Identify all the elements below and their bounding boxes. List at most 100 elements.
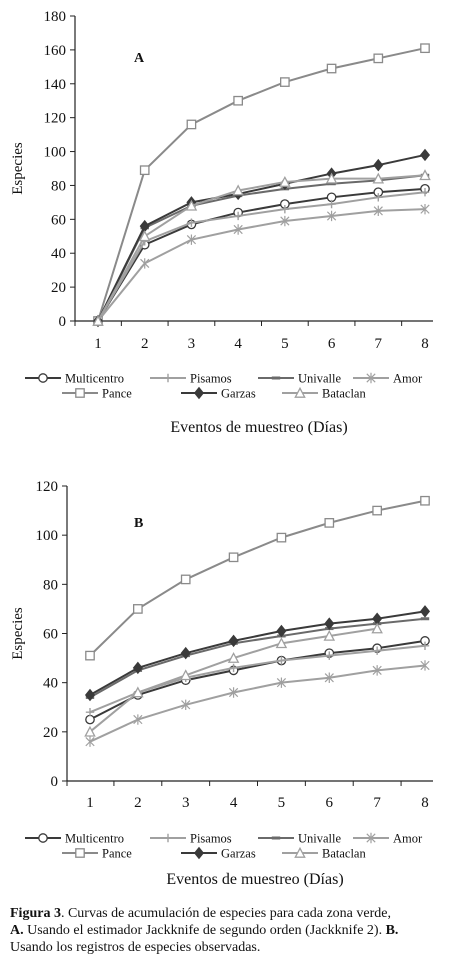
y-tick-label: 100 xyxy=(44,145,67,161)
series-multicentro xyxy=(93,183,430,326)
data-point xyxy=(85,736,95,747)
data-point xyxy=(420,660,430,671)
chart-panel-a: 0 20 40 60 80 100 120 140 160 180 1 2 3 4 5 6 7 8 Especies… xyxy=(10,9,433,436)
y-tick-label: 160 xyxy=(44,43,67,59)
series-pance xyxy=(93,43,430,326)
data-point xyxy=(373,53,384,64)
legend-label: Amor xyxy=(393,832,423,846)
legend-entry-univalle: Univalle xyxy=(258,372,341,386)
data-point xyxy=(419,148,431,162)
x-tick-label: 5 xyxy=(281,336,289,352)
legend-entry-garzas: Garzas xyxy=(181,847,256,861)
data-point xyxy=(372,172,385,184)
data-point xyxy=(280,77,290,87)
series-pisamos xyxy=(85,641,430,717)
caption-figure-label: Figura 3 xyxy=(10,906,61,921)
series-line xyxy=(89,664,426,743)
legend-entry-pisamos: Pisamos xyxy=(150,832,232,846)
series-line xyxy=(89,617,426,699)
data-point xyxy=(420,203,430,215)
caption-text-3: Usando los registros de especies observa… xyxy=(10,940,261,955)
x-tick-label: 3 xyxy=(188,336,196,352)
data-point xyxy=(420,495,430,506)
caption-b-label: B. xyxy=(385,923,399,938)
legend-marker xyxy=(163,833,173,843)
x-tick-label: 3 xyxy=(182,795,190,811)
x-tick-label: 8 xyxy=(421,795,429,811)
y-axis-title: Especies xyxy=(10,607,26,660)
data-point xyxy=(419,605,431,618)
legend-label: Pance xyxy=(102,847,132,861)
x-tick-label: 2 xyxy=(141,336,149,352)
y-tick-label: 40 xyxy=(51,246,66,262)
data-point xyxy=(233,224,243,235)
legend-label: Multicentro xyxy=(65,832,124,846)
series-bataclan xyxy=(84,622,383,737)
figure-caption: Figura 3. Curvas de acumulación de espec… xyxy=(10,905,458,956)
data-point xyxy=(85,707,95,717)
legend-entry-univalle: Univalle xyxy=(258,832,341,846)
legend-label: Pisamos xyxy=(190,832,232,846)
data-point xyxy=(132,686,144,698)
data-point xyxy=(420,188,430,197)
y-tick-label: 120 xyxy=(44,111,67,127)
legend-marker xyxy=(75,848,85,858)
data-point xyxy=(325,172,338,184)
y-tick-label: 40 xyxy=(43,676,58,692)
y-tick-label: 60 xyxy=(51,212,66,228)
y-axis-title: Especies xyxy=(10,142,26,195)
series-line xyxy=(97,47,426,322)
y-tick-label: 20 xyxy=(51,280,66,296)
x-tick-label: 7 xyxy=(373,795,381,811)
legend-label: Pance xyxy=(102,387,132,401)
data-point xyxy=(420,641,430,650)
data-point xyxy=(279,175,291,187)
series-garzas xyxy=(84,605,431,702)
data-point xyxy=(133,714,143,725)
legend-marker xyxy=(294,386,306,398)
series-amor xyxy=(85,660,430,747)
caption-text-2: Usando el estimador Jackknife de segundo… xyxy=(23,923,383,938)
legend-marker xyxy=(294,846,306,858)
data-point xyxy=(84,688,96,702)
y-tick-label: 100 xyxy=(36,528,59,544)
x-tick-label: 2 xyxy=(134,795,142,811)
caption-text-1: . Curvas de acumulación de especies para… xyxy=(60,906,391,921)
data-point xyxy=(373,158,384,172)
data-point xyxy=(132,661,143,675)
legend-label: Univalle xyxy=(298,372,341,386)
data-point xyxy=(277,656,286,665)
data-point xyxy=(373,205,383,217)
data-point xyxy=(326,210,337,222)
panel-label: B xyxy=(134,516,143,531)
legend-entry-pance: Pance xyxy=(62,387,132,401)
y-tick-label: 180 xyxy=(44,9,67,25)
data-point xyxy=(186,234,197,245)
legend-label: Amor xyxy=(393,372,423,386)
y-tick-label: 0 xyxy=(59,314,67,330)
data-point xyxy=(85,650,95,661)
data-point xyxy=(276,677,287,688)
series-line xyxy=(97,174,426,322)
legend-label: Bataclan xyxy=(322,387,366,401)
x-tick-label: 6 xyxy=(328,336,336,352)
legend-label: Pisamos xyxy=(190,372,232,386)
x-tick-label: 4 xyxy=(230,795,238,811)
series-line xyxy=(89,639,426,721)
data-point xyxy=(139,165,150,176)
series-line xyxy=(97,153,426,322)
series-line xyxy=(97,191,426,322)
data-point xyxy=(229,663,238,673)
data-point xyxy=(232,184,244,196)
caption-a-label: A. xyxy=(10,923,24,938)
legend-entry-pance: Pance xyxy=(62,847,132,861)
data-point xyxy=(280,204,290,214)
series-line xyxy=(97,174,426,322)
data-point xyxy=(326,63,337,74)
legend-entry-amor: Amor xyxy=(353,372,423,386)
data-point xyxy=(276,624,287,638)
legend-marker xyxy=(193,386,205,400)
data-point xyxy=(374,193,383,202)
data-point xyxy=(85,714,95,725)
data-point xyxy=(325,651,334,660)
